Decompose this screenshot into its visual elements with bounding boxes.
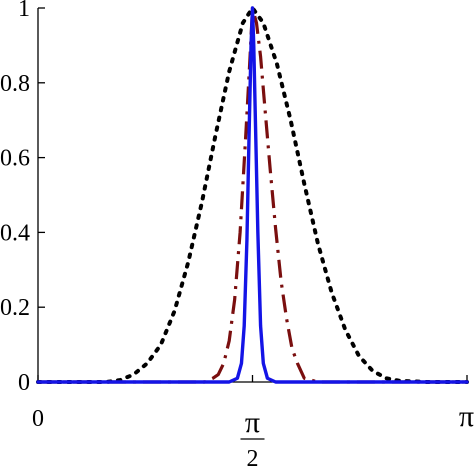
x-tick-label: π	[459, 400, 474, 433]
y-tick-label: 0	[18, 370, 30, 396]
y-tick-label: 0.4	[0, 220, 30, 246]
series-line-solid	[36, 6, 469, 384]
x-tick-label-numerator: π	[245, 406, 260, 439]
series-line-dash-dot	[38, 6, 467, 384]
y-tick-label: 1	[18, 0, 30, 22]
y-tick-label: 0.2	[0, 295, 30, 321]
y-tick-label: 0.8	[0, 71, 30, 97]
x-tick-label-denominator: 2	[247, 446, 259, 472]
x-tick-label: 0	[32, 406, 44, 432]
series-layer	[36, 6, 469, 384]
y-tick-label: 0.6	[0, 146, 30, 172]
series-line-dotted	[36, 6, 469, 384]
